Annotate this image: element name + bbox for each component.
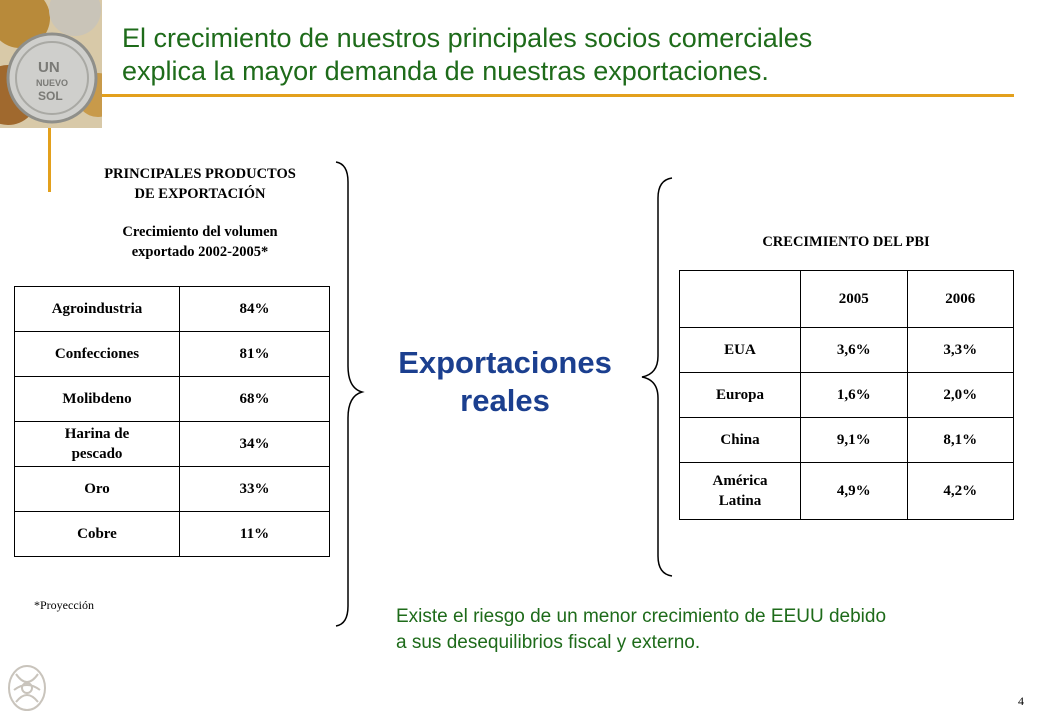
table-row: EUA 3,6% 3,3% <box>679 327 1014 373</box>
left-heading-line-1: PRINCIPALES PRODUCTOS <box>104 166 296 182</box>
table-row: Molibdeno 68% <box>14 376 330 422</box>
product-cell: Harina de pescado <box>14 421 180 467</box>
table-row: Agroindustria 84% <box>14 286 330 332</box>
table-row: Cobre 11% <box>14 511 330 557</box>
value-cell: 84% <box>179 286 330 332</box>
right-brace <box>641 177 673 577</box>
value-cell: 11% <box>179 511 330 557</box>
product-cell: Oro <box>14 466 180 512</box>
bank-logo-icon <box>8 665 46 711</box>
region-line-2: Latina <box>718 493 762 509</box>
center-label-line-1: Exportaciones <box>398 345 612 380</box>
value-cell: 33% <box>179 466 330 512</box>
product-cell: Confecciones <box>14 331 180 377</box>
title-underline <box>102 94 1014 97</box>
center-label-line-2: reales <box>460 383 550 418</box>
product-line-2: pescado <box>71 446 123 462</box>
page-number: 4 <box>1018 694 1024 708</box>
value-cell: 4,2% <box>906 462 1014 520</box>
table-row: Harina de pescado 34% <box>14 421 330 467</box>
region-cell: América Latina <box>679 462 801 520</box>
coins-image: UN NUEVO SOL <box>0 0 102 128</box>
header-cell <box>679 270 801 328</box>
product-line-1: Harina de <box>64 426 130 442</box>
left-heading: PRINCIPALES PRODUCTOS DE EXPORTACIÓN <box>72 164 328 204</box>
title-line-1: El crecimiento de nuestros principales s… <box>122 23 813 53</box>
table-header-row: 2005 2006 <box>679 270 1014 328</box>
value-cell: 4,9% <box>800 462 908 520</box>
page-title: El crecimiento de nuestros principales s… <box>122 22 1022 88</box>
value-cell: 68% <box>179 376 330 422</box>
table-row: China 9,1% 8,1% <box>679 417 1014 463</box>
value-cell: 1,6% <box>800 372 908 418</box>
product-cell: Agroindustria <box>14 286 180 332</box>
svg-text:SOL: SOL <box>38 89 63 103</box>
table-row: América Latina 4,9% 4,2% <box>679 462 1014 520</box>
product-cell: Molibdeno <box>14 376 180 422</box>
value-cell: 34% <box>179 421 330 467</box>
value-cell: 2,0% <box>906 372 1014 418</box>
risk-note-line-2: a sus desequilibrios fiscal y externo. <box>396 632 701 653</box>
value-cell: 9,1% <box>800 417 908 463</box>
table-row: Oro 33% <box>14 466 330 512</box>
value-cell: 3,3% <box>906 327 1014 373</box>
left-subheading-line-2: exportado 2002-2005* <box>131 244 269 260</box>
left-heading-line-2: DE EXPORTACIÓN <box>134 186 266 202</box>
header-cell: 2005 <box>800 270 908 328</box>
table-row: Confecciones 81% <box>14 331 330 377</box>
region-cell: Europa <box>679 372 801 418</box>
center-label: Exportaciones reales <box>360 344 650 420</box>
region-line-1: América <box>712 473 768 489</box>
risk-note: Existe el riesgo de un menor crecimiento… <box>396 604 1026 656</box>
side-accent-line <box>48 128 51 192</box>
left-brace <box>335 161 365 627</box>
title-line-2: explica la mayor demanda de nuestras exp… <box>122 56 769 86</box>
left-subheading-line-1: Crecimiento del volumen <box>122 224 278 240</box>
left-subheading: Crecimiento del volumen exportado 2002-2… <box>72 222 328 262</box>
svg-text:UN: UN <box>38 59 60 76</box>
export-products-table: Agroindustria 84% Confecciones 81% Molib… <box>14 286 330 557</box>
value-cell: 3,6% <box>800 327 908 373</box>
gdp-growth-table: 2005 2006 EUA 3,6% 3,3% Europa 1,6% 2,0%… <box>679 270 1014 520</box>
right-heading: CRECIMIENTO DEL PBI <box>762 234 930 250</box>
header-cell: 2006 <box>906 270 1014 328</box>
footnote: *Proyección <box>34 598 94 612</box>
risk-note-line-1: Existe el riesgo de un menor crecimiento… <box>396 606 887 627</box>
region-cell: EUA <box>679 327 801 373</box>
svg-text:NUEVO: NUEVO <box>36 78 68 88</box>
product-cell: Cobre <box>14 511 180 557</box>
value-cell: 81% <box>179 331 330 377</box>
value-cell: 8,1% <box>906 417 1014 463</box>
region-cell: China <box>679 417 801 463</box>
table-row: Europa 1,6% 2,0% <box>679 372 1014 418</box>
